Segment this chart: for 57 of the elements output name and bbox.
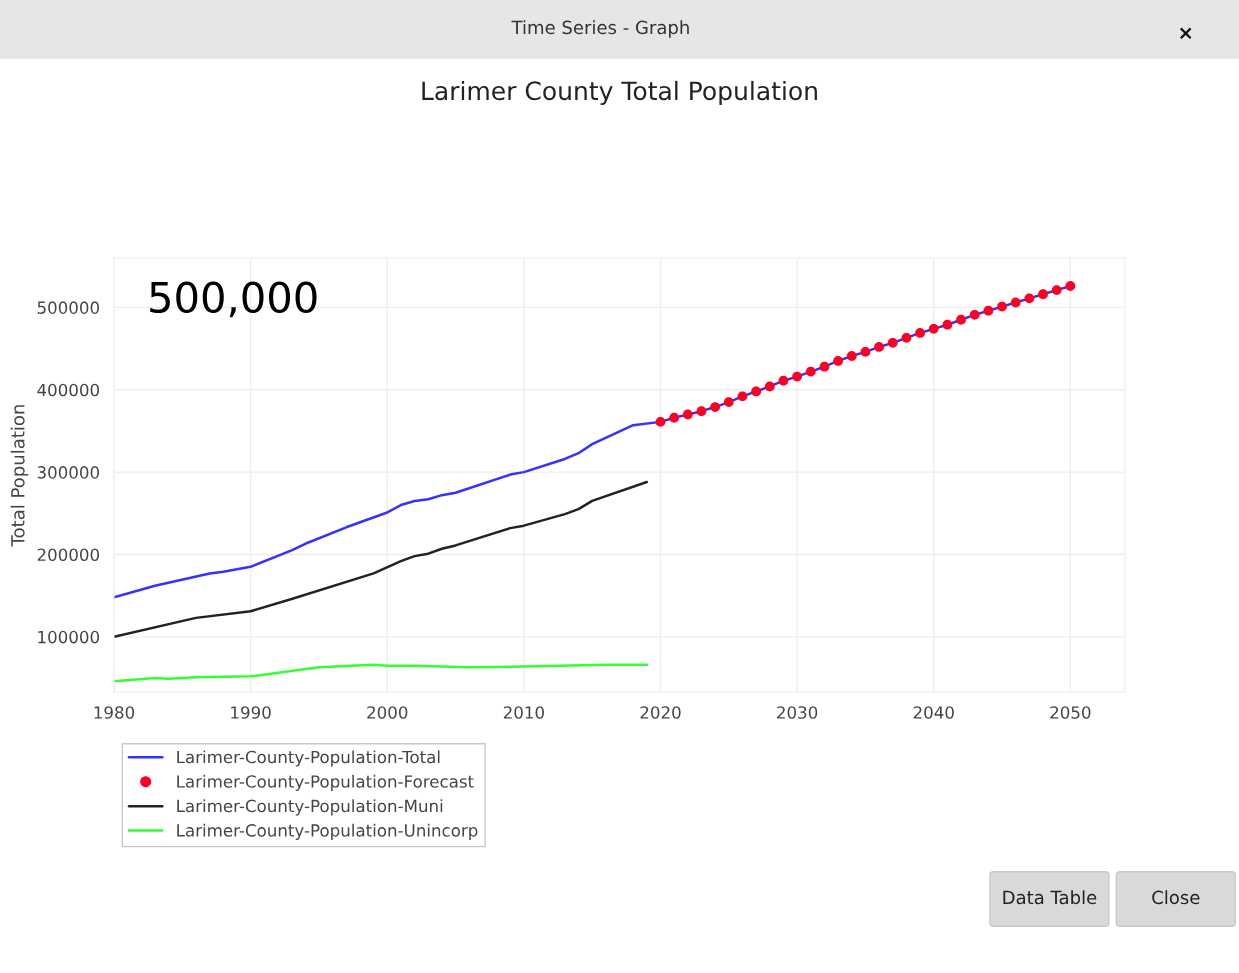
point [901,332,912,343]
text: × [1180,27,1192,39]
text: Time Series - Graph [511,20,689,38]
y-tick-label: 400000 [37,383,99,397]
x-tick-label: 2010 [503,706,544,719]
x-tick-label: 2050 [1050,706,1091,719]
y-tick-label: 500000 [37,301,99,314]
x-tick-label: 2000 [367,706,408,719]
point [1065,281,1076,291]
x-tick-label: 1990 [231,706,271,719]
point [723,397,734,408]
legend-label: Larimer-County-Population-Unincorp [177,823,478,840]
line-series [114,663,649,683]
point [874,342,884,352]
point [1024,293,1035,304]
chart-title: Larimer County Total Population [422,80,817,106]
point [805,366,816,377]
text: Data Table [1003,890,1097,905]
legend-label: Larimer-County-Population-Forecast [177,774,474,791]
y-tick-label: 200000 [37,548,99,562]
point [737,391,748,402]
y-axis-title: Total Population [10,405,29,547]
point [655,416,666,427]
point [764,381,775,392]
point [710,402,721,412]
point [833,356,843,366]
y-tick-label: 300000 [37,466,99,479]
x-tick-label: 2020 [640,706,681,719]
x-tick-label: 2030 [777,706,818,719]
x-tick-label: 1980 [94,706,135,719]
text: Close [1152,890,1200,905]
point [1051,285,1062,296]
point [682,409,693,420]
x-tick-label: 2040 [913,706,954,719]
line-series [114,480,649,639]
point [942,319,953,330]
point [887,337,898,348]
point [846,351,857,361]
point [956,314,966,325]
point [983,305,994,316]
legend-label: Larimer-County-Population-Muni [177,799,443,816]
point [928,323,939,334]
point [778,375,789,386]
point [669,412,680,423]
legend-label: Larimer-County-Population-Total [177,750,440,767]
point [696,406,707,417]
point [751,386,762,397]
point [969,309,980,320]
point [792,371,803,382]
annotation: 500,000 [150,281,317,318]
point [1010,297,1021,308]
point [915,328,925,338]
point [997,301,1007,312]
y-tick-label: 100000 [38,630,99,644]
point [860,346,871,357]
point [1038,289,1048,300]
point [819,361,830,372]
